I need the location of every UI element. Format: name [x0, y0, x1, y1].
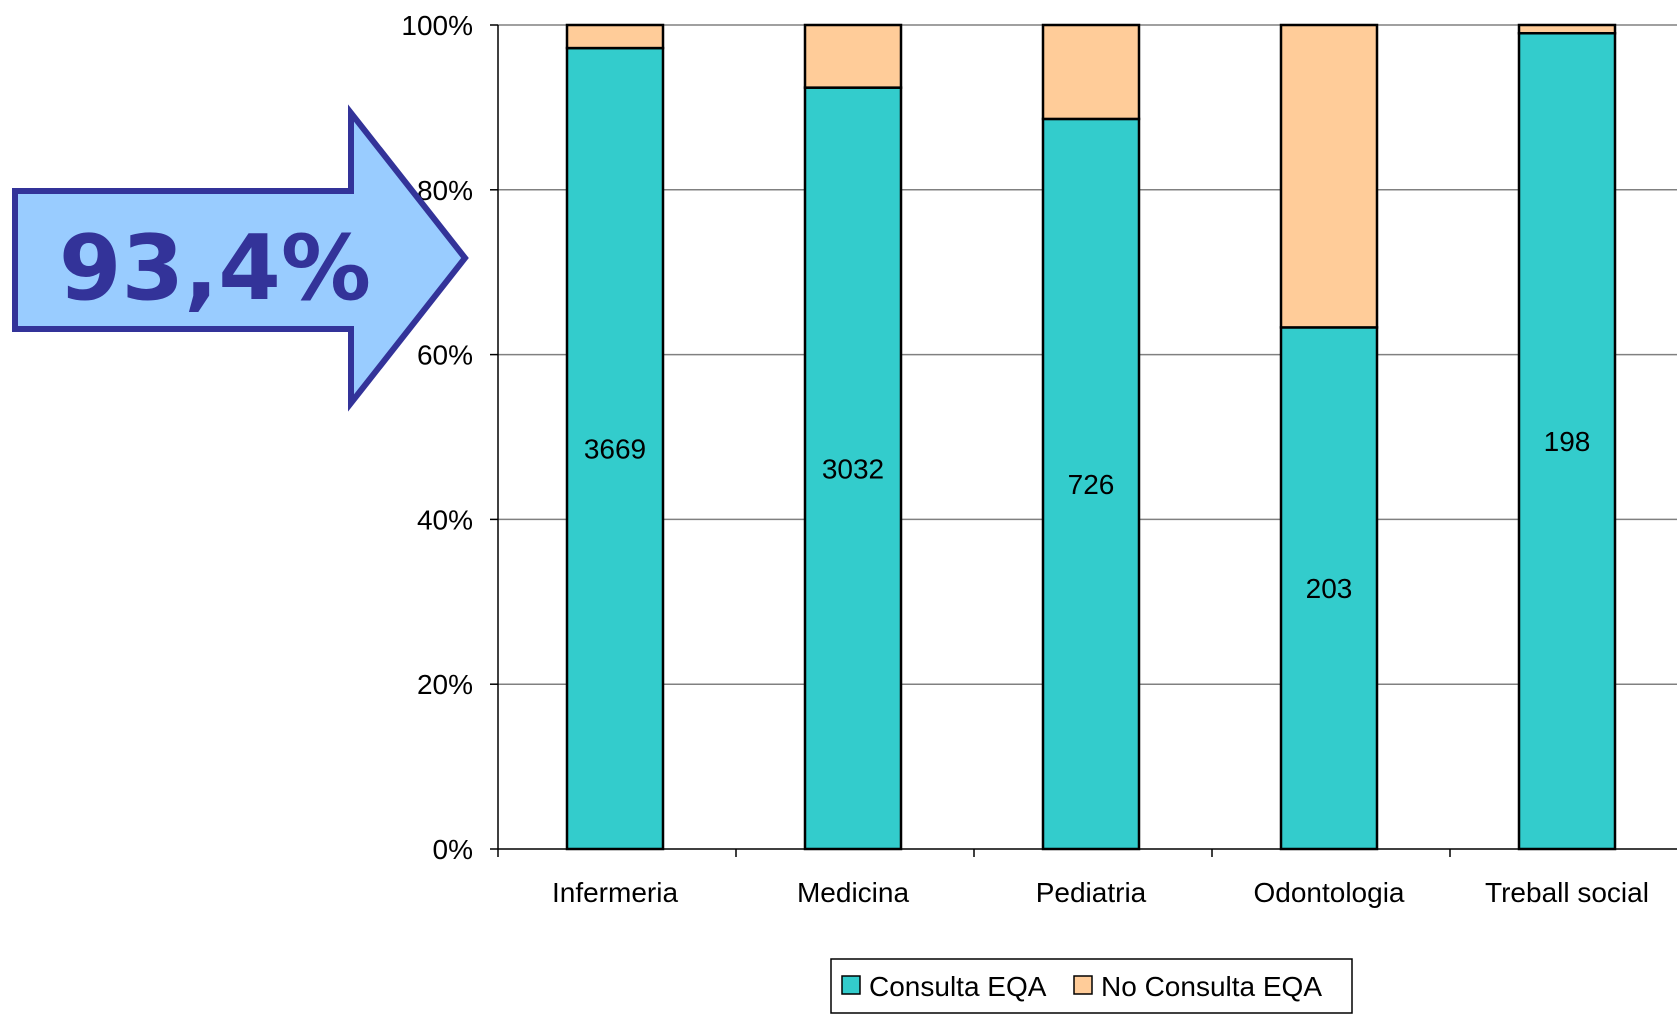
category-label: Treball social: [1485, 877, 1649, 908]
category-label: Medicina: [797, 877, 909, 908]
y-tick-label: 40%: [417, 504, 473, 535]
callout-arrow: 93,4%: [12, 104, 469, 412]
category-label: Odontologia: [1253, 877, 1404, 908]
legend-label-no-consulta-eqa: No Consulta EQA: [1101, 971, 1322, 1002]
bar-segment-consulta-eqa: [1517, 31, 1617, 851]
y-tick-label: 80%: [417, 175, 473, 206]
bar-segment-no-consulta-eqa: [803, 23, 903, 89]
y-tick-label: 100%: [401, 10, 473, 41]
bar-data-label: 3669: [584, 434, 646, 465]
bar-segment-no-consulta-eqa: [1279, 23, 1379, 329]
bar-data-label: 3032: [822, 453, 884, 484]
bar-segment-no-consulta-eqa: [1041, 23, 1141, 121]
legend-swatch-consulta-eqa: [841, 975, 861, 995]
category-label: Pediatria: [1036, 877, 1147, 908]
legend: Consulta EQA No Consulta EQA: [830, 958, 1353, 1014]
bar-segment-no-consulta-eqa: [565, 23, 665, 50]
legend-label-consulta-eqa: Consulta EQA: [869, 971, 1047, 1002]
legend-swatch-no-consulta-eqa: [1073, 975, 1093, 995]
category-labels: Infermeria Medicina Pediatria Odontologia Tr…: [552, 877, 1649, 908]
y-tick-label: 60%: [417, 340, 473, 371]
bar-segment-consulta-eqa: [1279, 326, 1379, 851]
bar-segment-no-consulta-eqa: [1517, 23, 1617, 35]
bar-data-label: 726: [1068, 469, 1115, 500]
callout-percentage: 93,4%: [59, 216, 371, 321]
bar-data-labels: 3669 3032 726 203 198: [584, 426, 1591, 604]
bar-data-label: 198: [1544, 426, 1591, 457]
bar-data-label: 203: [1306, 573, 1353, 604]
arrow-shape: [12, 104, 469, 412]
y-axis: 0% 20% 40% 60% 80% 100%: [401, 10, 499, 865]
category-label: Infermeria: [552, 877, 678, 908]
y-tick-label: 20%: [417, 669, 473, 700]
bars: [565, 23, 1617, 851]
y-tick-label: 0%: [433, 834, 473, 865]
